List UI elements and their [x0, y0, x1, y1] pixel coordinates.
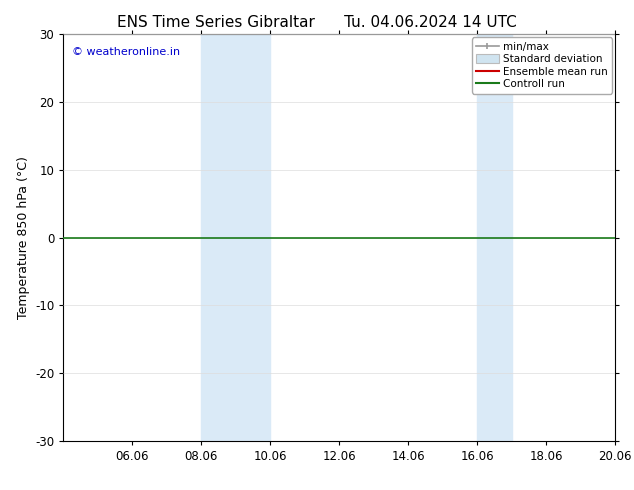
Text: © weatheronline.in: © weatheronline.in [72, 47, 180, 56]
Bar [202, 34, 270, 441]
Text: ENS Time Series Gibraltar      Tu. 04.06.2024 14 UTC: ENS Time Series Gibraltar Tu. 04.06.2024… [117, 15, 517, 30]
Legend: min/max, Standard deviation, Ensemble mean run, Controll run: min/max, Standard deviation, Ensemble me… [472, 37, 612, 94]
Y-axis label: Temperature 850 hPa (°C): Temperature 850 hPa (°C) [16, 156, 30, 319]
Bar [477, 34, 512, 441]
